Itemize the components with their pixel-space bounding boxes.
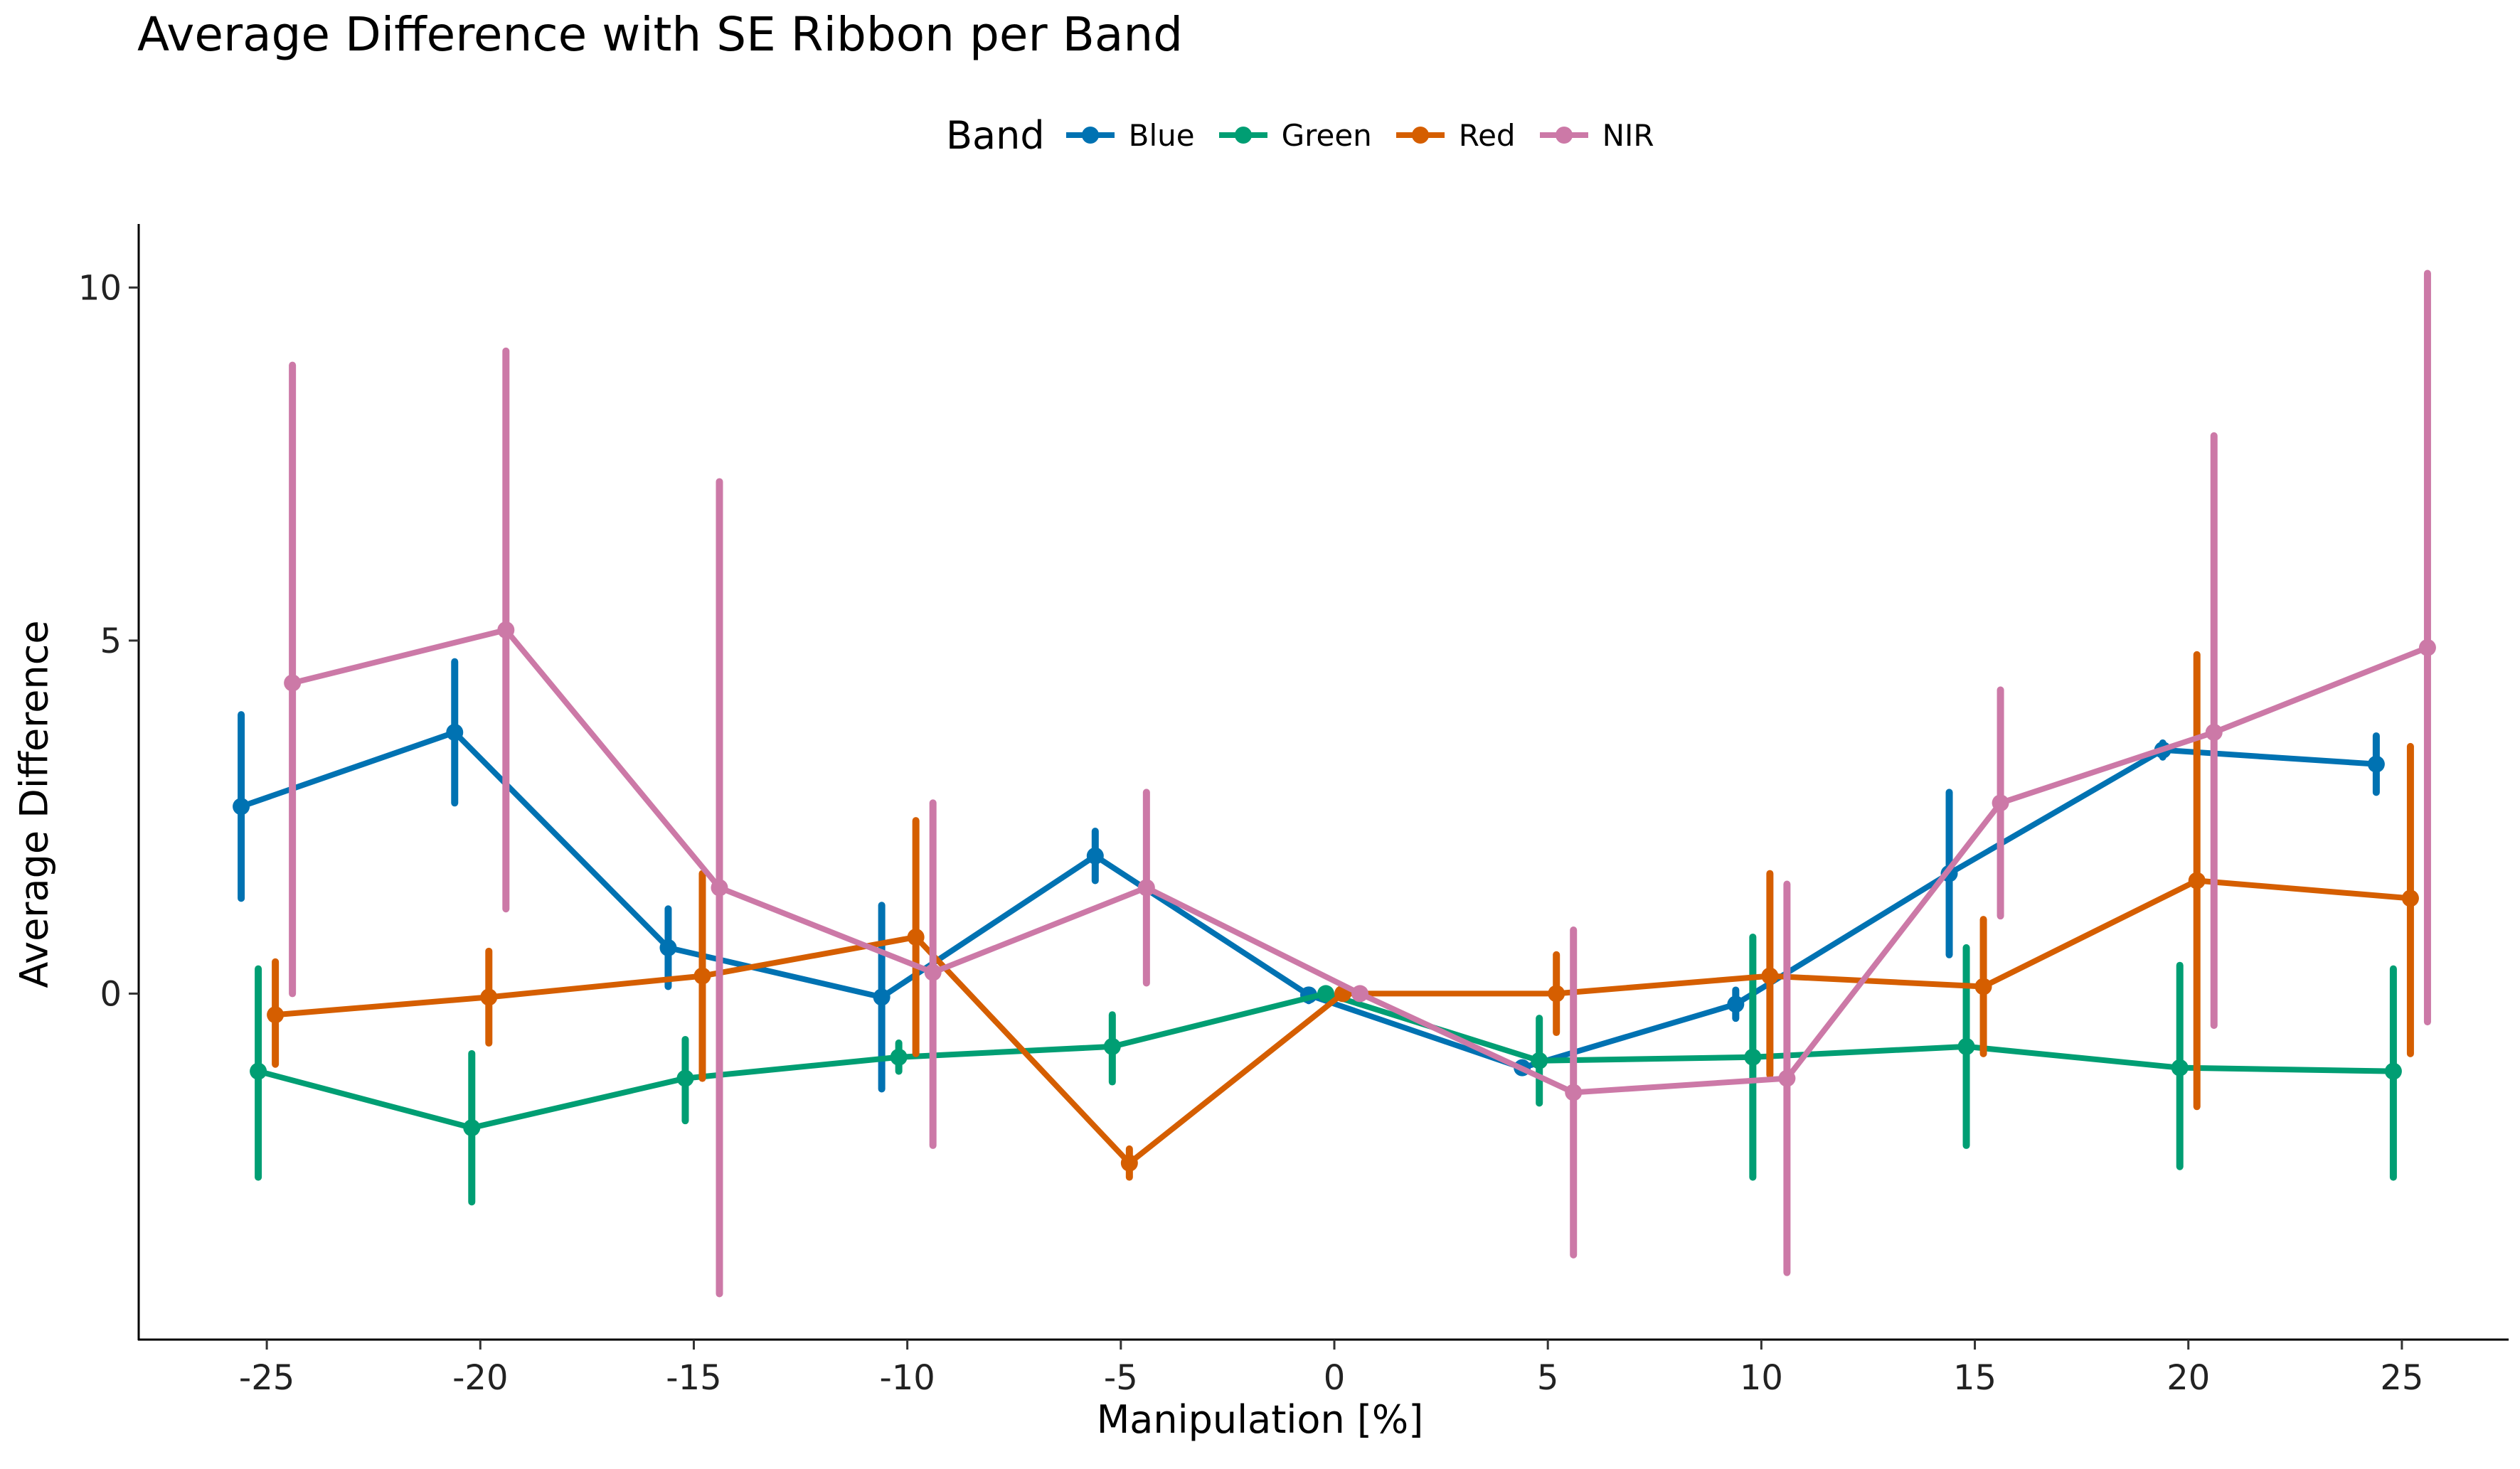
data-point-green: [250, 1062, 267, 1080]
legend-label-blue: Blue: [1128, 117, 1195, 153]
y-axis-ticks: 0 5 10: [78, 268, 139, 1014]
chart-title: Average Difference with SE Ribbon per Ba…: [137, 7, 1184, 62]
data-point-green: [1317, 985, 1335, 1003]
data-point-nir: [1565, 1084, 1583, 1101]
data-point-green: [676, 1069, 694, 1087]
x-tick-label: 10: [1740, 1358, 1783, 1398]
data-point-nir: [924, 963, 942, 981]
legend-label-red: Red: [1458, 117, 1516, 153]
data-point-blue: [233, 798, 250, 816]
data-point-green: [2384, 1062, 2402, 1080]
x-tick-label: 5: [1537, 1358, 1559, 1398]
x-tick-label: -15: [666, 1358, 721, 1398]
data-point-red: [1120, 1154, 1138, 1172]
data-point-blue: [446, 723, 464, 741]
data-point-red: [267, 1006, 285, 1024]
data-point-nir: [2418, 639, 2436, 656]
y-tick-label: 10: [78, 268, 122, 308]
legend-key-nir: [1539, 127, 1588, 144]
y-tick-label: 5: [100, 621, 122, 661]
legend: Band Blue Green Red NIR: [946, 110, 1676, 160]
series-red: [267, 651, 2419, 1181]
legend-item-green: Green: [1216, 117, 1372, 153]
axes: [137, 224, 2509, 1341]
x-tick-label: -25: [239, 1358, 294, 1398]
data-point-blue: [659, 939, 677, 956]
data-point-nir: [497, 621, 515, 639]
data-point-nir: [1992, 794, 2009, 812]
data-point-red: [2401, 890, 2419, 907]
series-line-nir: [292, 626, 2429, 1096]
legend-key-red: [1395, 127, 1445, 144]
x-tick-label: -20: [452, 1358, 508, 1398]
data-point-green: [1103, 1037, 1121, 1055]
legend-key-point: [1555, 127, 1573, 144]
y-axis-label: Average Difference: [11, 620, 57, 988]
data-point-green: [1957, 1037, 1975, 1055]
data-point-nir: [711, 879, 728, 897]
x-tick-label: 25: [2380, 1358, 2423, 1398]
data-point-green: [2171, 1059, 2189, 1077]
legend-items: Blue Green Red NIR: [1063, 117, 1676, 153]
x-axis-label: Manipulation [%]: [1096, 1397, 1424, 1442]
data-point-red: [693, 967, 711, 985]
data-point-blue: [1727, 995, 1745, 1013]
x-tick-label: 15: [1953, 1358, 1997, 1398]
data-point-nir: [284, 674, 302, 692]
series-nir: [284, 269, 2436, 1298]
data-point-red: [1761, 967, 1779, 985]
y-tick-label: 0: [100, 974, 122, 1014]
legend-key-point: [1234, 127, 1252, 144]
legend-item-red: Red: [1393, 117, 1516, 153]
legend-title: Band: [946, 112, 1045, 158]
data-point-blue: [2367, 755, 2385, 773]
data-point-green: [1531, 1052, 1548, 1069]
series-line-green: [257, 990, 2393, 1131]
data-point-nir: [1778, 1069, 1796, 1087]
data-point-red: [2188, 872, 2206, 890]
legend-key-point: [1411, 127, 1429, 144]
x-axis-ticks: -25 -20 -15 -10 -5 0 5 10 15 20 25: [239, 1340, 2423, 1398]
series-layer: [233, 269, 2436, 1298]
x-tick-label: 0: [1324, 1358, 1346, 1398]
data-point-red: [1974, 978, 1992, 995]
legend-item-nir: NIR: [1537, 117, 1654, 153]
x-tick-label: -10: [879, 1358, 935, 1398]
legend-key-point: [1081, 127, 1099, 144]
data-point-blue: [1086, 847, 1104, 865]
data-point-red: [1548, 985, 1565, 1003]
data-point-green: [890, 1048, 908, 1066]
data-point-green: [463, 1119, 481, 1137]
legend-key-green: [1218, 127, 1267, 144]
x-tick-label: -5: [1104, 1358, 1138, 1398]
data-point-nir: [2205, 723, 2223, 741]
legend-key-blue: [1065, 127, 1115, 144]
data-point-nir: [1351, 985, 1369, 1003]
legend-item-blue: Blue: [1063, 117, 1195, 153]
data-point-green: [1744, 1048, 1762, 1066]
legend-label-green: Green: [1281, 117, 1372, 153]
legend-label-nir: NIR: [1602, 117, 1654, 153]
data-point-red: [907, 928, 925, 946]
series-line-red: [275, 877, 2411, 1166]
x-tick-label: 20: [2167, 1358, 2210, 1398]
series-blue: [233, 658, 2385, 1093]
data-point-nir: [1137, 879, 1155, 897]
data-point-red: [480, 988, 498, 1006]
data-point-blue: [873, 988, 890, 1006]
